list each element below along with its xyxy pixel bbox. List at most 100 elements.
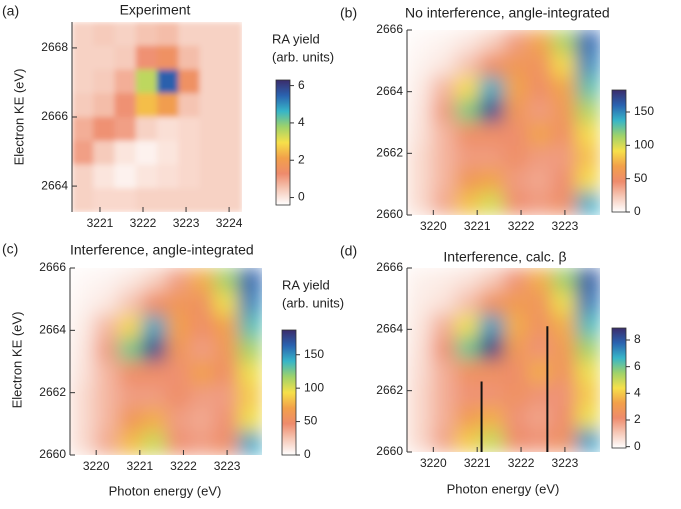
- heatmap-cell: [455, 145, 480, 170]
- panel-label: (b): [340, 5, 357, 21]
- panel-label: (c): [2, 241, 18, 257]
- heatmap-cell: [503, 383, 529, 407]
- heatmap-cell: [479, 406, 504, 430]
- heatmap-cell: [503, 406, 529, 430]
- heatmap-cell: [166, 431, 191, 455]
- colorbar-tick-label: 100: [634, 138, 654, 152]
- heatmap-cell: [93, 45, 115, 70]
- heatmap-cell: [178, 188, 200, 212]
- heatmap-cell: [93, 69, 115, 94]
- x-tick-label: 3222: [508, 219, 535, 233]
- panel-label: (a): [2, 3, 19, 19]
- panel-label: (d): [340, 243, 357, 259]
- heatmap-cell: [135, 93, 158, 118]
- x-tick-label: 3222: [130, 216, 157, 230]
- heatmap-cell: [135, 140, 158, 165]
- heatmap-cell: [70, 338, 95, 362]
- heatmap-cell: [431, 168, 456, 193]
- heatmap-cell: [178, 117, 200, 142]
- heatmap-cell: [527, 429, 553, 452]
- heatmap-cell: [142, 408, 167, 433]
- heatmap-cell: [214, 408, 239, 433]
- heatmap-cell: [407, 406, 432, 430]
- heatmap-cell: [214, 268, 239, 292]
- heatmap-cell: [135, 45, 158, 70]
- heatmap-cell: [70, 384, 95, 409]
- heatmap-cell: [199, 45, 222, 70]
- heatmap-cell: [238, 338, 262, 362]
- y-tick-label: 2662: [376, 383, 403, 397]
- x-tick-label: 3221: [126, 459, 153, 473]
- heatmap-cell: [93, 188, 115, 212]
- y-tick-label: 2666: [376, 260, 403, 274]
- heatmap-cell: [551, 168, 577, 193]
- heatmap-cell: [407, 383, 432, 407]
- heatmap-cell: [72, 45, 94, 70]
- heatmap-cell: [135, 69, 158, 94]
- cells: [407, 30, 600, 215]
- colorbar-tick-label: 0: [298, 190, 305, 204]
- heatmap-cell: [479, 30, 504, 54]
- y-tick-label: 2666: [41, 109, 68, 123]
- heatmap-cell: [575, 314, 600, 338]
- y-axis-label: Electron KE (eV): [9, 312, 24, 409]
- heatmap-cell: [190, 384, 215, 409]
- heatmap-cell: [190, 314, 215, 339]
- heatmap-cell: [72, 188, 94, 212]
- x-tick-label: 3221: [464, 219, 491, 233]
- heatmap-cell: [199, 93, 222, 118]
- heatmap-cell: [479, 268, 504, 292]
- colorbar-tick-label: 150: [304, 347, 324, 361]
- colorbar-tick-label: 4: [298, 115, 305, 129]
- heatmap-cell: [166, 361, 191, 386]
- heatmap-cell: [479, 383, 504, 407]
- heatmap-cell: [431, 429, 456, 452]
- heatmap-cell: [94, 361, 119, 386]
- colorbar-tick-label: 2: [634, 412, 641, 426]
- y-tick-label: 2664: [39, 323, 66, 337]
- heatmap-cell: [166, 408, 191, 433]
- colorbar-label: RA yield: [282, 277, 330, 292]
- heatmap-cell: [575, 383, 600, 407]
- x-tick-label: 3223: [173, 216, 200, 230]
- heatmap-cell: [220, 93, 242, 118]
- panel: 2660 2662 2664 2666 3220 3221 3222 3223 0 50 100 15…: [2, 241, 344, 499]
- heatmap-cell: [575, 291, 600, 315]
- heatmap-cell: [142, 268, 167, 292]
- panel-title: Experiment: [120, 2, 191, 18]
- heatmap-cell: [527, 337, 553, 361]
- heatmap-cell: [551, 360, 577, 384]
- heatmap-cell: [479, 145, 504, 170]
- heatmap-cell: [455, 337, 480, 361]
- heatmap-cell: [479, 99, 504, 123]
- heatmap-cell: [527, 168, 553, 193]
- heatmap-cell: [157, 188, 179, 212]
- heatmap-cell: [551, 383, 577, 407]
- colorbar: [611, 327, 627, 449]
- heatmap-cell: [94, 384, 119, 409]
- heatmap-cell: [431, 191, 456, 215]
- heatmap-cell: [135, 164, 158, 189]
- heatmap-cell: [93, 164, 115, 189]
- heatmap-cell: [199, 164, 222, 189]
- heatmap-cell: [527, 268, 553, 292]
- heatmap-cell: [575, 76, 600, 100]
- colorbar: [611, 89, 627, 213]
- heatmap-cell: [142, 361, 167, 386]
- heatmap-cell: [118, 384, 143, 409]
- heatmap-cell: [72, 117, 94, 142]
- heatmap-cell: [190, 431, 215, 455]
- heatmap-cell: [142, 384, 167, 409]
- heatmap-cell: [455, 99, 480, 123]
- heatmap-cell: [93, 93, 115, 118]
- heatmap-cell: [407, 30, 432, 54]
- heatmap-cell: [431, 122, 456, 147]
- heatmap-cell: [135, 22, 158, 47]
- heatmap-cell: [479, 168, 504, 193]
- heatmap-cell: [503, 76, 529, 100]
- heatmap-cell: [220, 117, 242, 142]
- heatmap-cell: [407, 145, 432, 170]
- panel-title: Interference, angle-integrated: [70, 242, 254, 258]
- heatmap-cell: [93, 117, 115, 142]
- heatmap-cell: [551, 30, 577, 54]
